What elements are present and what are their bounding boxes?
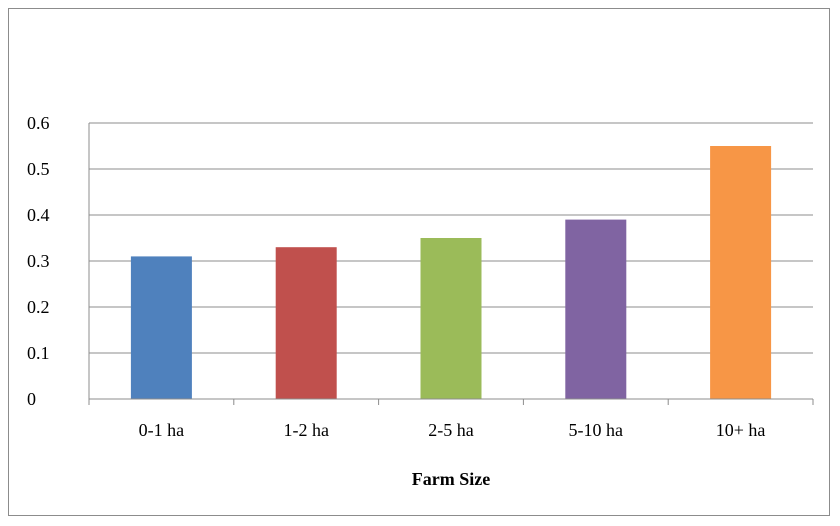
bar <box>565 219 627 399</box>
bar <box>130 256 192 399</box>
x-tick-label: 10+ ha <box>716 420 766 440</box>
y-tick-label: 0.4 <box>27 205 50 225</box>
y-tick-label: 0.2 <box>27 297 50 317</box>
chart-frame: 0 0.1 0.2 0.3 0.4 0.5 0.6 0-1 ha 1-2 ha 2-5 ha 5-… <box>8 8 830 516</box>
y-tick-label: 0.1 <box>27 343 50 363</box>
bar <box>275 247 337 399</box>
x-tick-label: 2-5 ha <box>428 420 473 440</box>
axes <box>88 123 814 405</box>
bar-chart: 0 0.1 0.2 0.3 0.4 0.5 0.6 0-1 ha 1-2 ha 2-5 ha 5-… <box>27 113 814 489</box>
x-tick-label: 0-1 ha <box>139 420 184 440</box>
x-axis-title: Farm Size <box>412 469 490 489</box>
bar <box>710 146 772 399</box>
bar <box>420 238 482 399</box>
y-tick-labels: 0 0.1 0.2 0.3 0.4 0.5 0.6 <box>27 113 50 409</box>
y-tick-label: 0.5 <box>27 159 50 179</box>
y-tick-label: 0.3 <box>27 251 50 271</box>
x-tick-labels: 0-1 ha 1-2 ha 2-5 ha 5-10 ha 10+ ha <box>139 420 766 440</box>
x-tick-label: 1-2 ha <box>283 420 328 440</box>
y-tick-label: 0.6 <box>27 113 50 133</box>
bars <box>130 146 772 399</box>
y-tick-label: 0 <box>27 389 36 409</box>
x-tick-label: 5-10 ha <box>569 420 623 440</box>
